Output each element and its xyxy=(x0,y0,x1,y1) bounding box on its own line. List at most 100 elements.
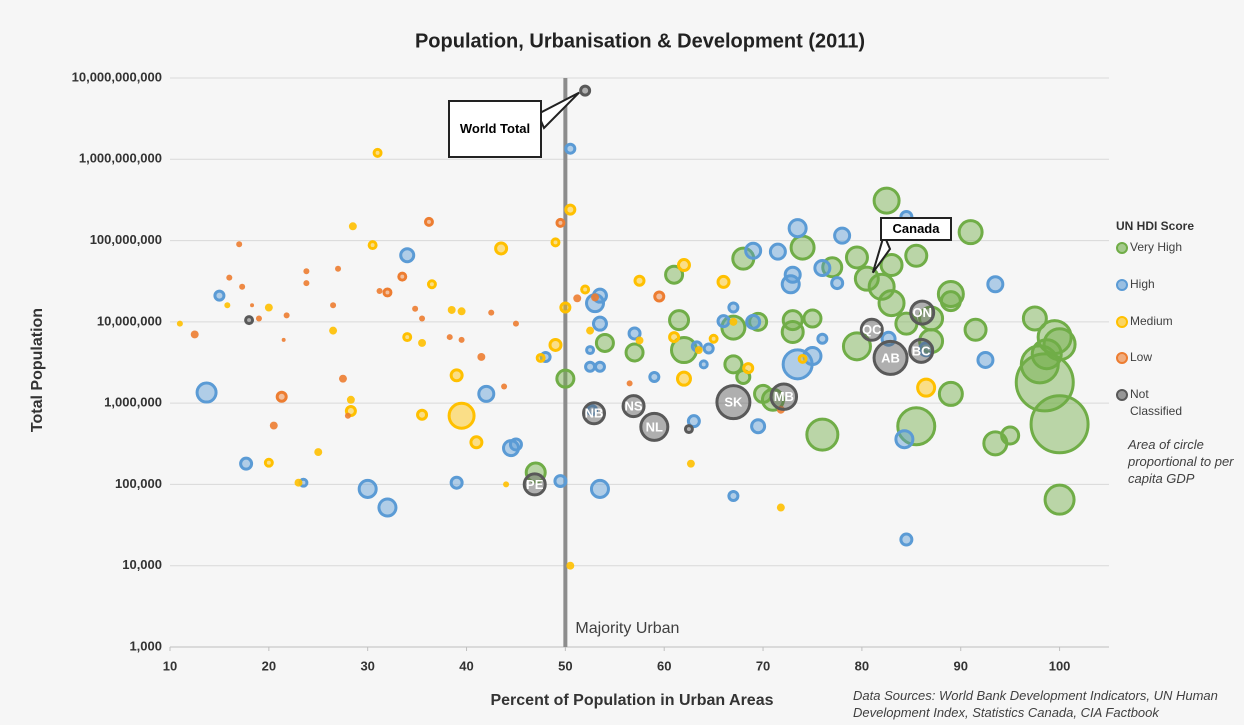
bubble xyxy=(264,303,273,312)
x-tick-label: 100 xyxy=(1049,658,1071,673)
legend-marker xyxy=(1116,242,1128,254)
bubble xyxy=(594,332,615,353)
legend-marker xyxy=(1116,389,1128,401)
bubble xyxy=(627,326,642,341)
bubble xyxy=(376,287,383,294)
bubble xyxy=(708,333,719,344)
bubble xyxy=(294,478,303,487)
bubble xyxy=(236,241,243,248)
bubble xyxy=(399,247,416,264)
x-tick-label: 50 xyxy=(558,658,572,673)
bubble xyxy=(976,350,995,369)
legend-marker xyxy=(1116,279,1128,291)
y-tick-label: 1,000,000 xyxy=(104,395,162,410)
bubble xyxy=(899,532,914,547)
bubble xyxy=(335,265,342,272)
bubble xyxy=(872,339,909,376)
bubble xyxy=(591,315,608,332)
bubble xyxy=(226,274,233,281)
x-tick-label: 60 xyxy=(657,658,671,673)
bubble xyxy=(904,243,929,268)
bubble xyxy=(508,437,523,452)
bubble xyxy=(744,241,763,260)
bubble xyxy=(635,336,644,345)
bubble xyxy=(787,218,808,239)
bubble xyxy=(416,408,429,421)
bubble xyxy=(283,312,290,319)
bubble xyxy=(314,448,323,457)
bubble xyxy=(339,374,347,383)
bubble xyxy=(1029,394,1090,455)
bubble xyxy=(580,284,591,295)
chart-title: Population, Urbanisation & Development (… xyxy=(415,30,865,52)
y-tick-label: 1,000,000,000 xyxy=(79,151,162,166)
bubble xyxy=(213,289,226,302)
bubble xyxy=(797,353,808,364)
bubble xyxy=(176,320,183,327)
x-tick-label: 90 xyxy=(954,658,968,673)
y-tick-label: 10,000,000,000 xyxy=(72,69,162,84)
bubble xyxy=(805,417,840,452)
bubble xyxy=(648,370,661,383)
bubble xyxy=(269,421,278,430)
bubble xyxy=(853,265,880,292)
bubble xyxy=(488,309,495,316)
bubble xyxy=(458,336,465,343)
bubble xyxy=(957,219,984,246)
bubble xyxy=(535,352,546,363)
bubble xyxy=(668,309,691,332)
bubble xyxy=(559,301,572,314)
point-label: SK xyxy=(724,395,743,410)
x-tick-label: 40 xyxy=(459,658,473,673)
x-tick-label: 20 xyxy=(262,658,276,673)
bubble xyxy=(872,186,901,215)
point-label: BC xyxy=(912,343,931,358)
bubble xyxy=(830,276,845,291)
bubble xyxy=(686,414,701,429)
bubble xyxy=(668,331,681,344)
bubble xyxy=(348,222,357,231)
bubble xyxy=(224,302,231,309)
bubble xyxy=(716,274,731,289)
point-label: NL xyxy=(646,419,663,434)
point-label: NB xyxy=(585,406,604,421)
bubble xyxy=(382,287,393,298)
bubble xyxy=(418,338,427,347)
bubble xyxy=(879,253,904,278)
bubble xyxy=(275,390,288,403)
bubble xyxy=(585,345,596,356)
bubble xyxy=(239,283,246,290)
bubble xyxy=(844,245,869,270)
bubble xyxy=(346,395,355,404)
bubble xyxy=(372,147,383,158)
bubble xyxy=(426,279,437,290)
bubble xyxy=(579,84,592,97)
legend-label: Very High xyxy=(1130,240,1183,254)
legend-label: Not Classified xyxy=(1130,387,1183,418)
bubble xyxy=(593,360,606,373)
bubble xyxy=(330,302,337,309)
bubble xyxy=(522,472,547,497)
bubble xyxy=(859,317,884,342)
legend-label: Medium xyxy=(1130,314,1173,328)
bubble xyxy=(449,475,464,490)
bubble xyxy=(694,346,703,355)
point-label: PE xyxy=(526,477,544,492)
bubble xyxy=(412,305,419,312)
bubble xyxy=(584,360,597,373)
bubble xyxy=(446,334,453,341)
bubble xyxy=(753,383,774,404)
bubble xyxy=(937,380,964,407)
bubble xyxy=(419,315,426,322)
x-axis-label: Percent of Population in Urban Areas xyxy=(490,692,773,709)
bubble xyxy=(742,362,755,375)
bubble xyxy=(698,359,709,370)
bubble xyxy=(1030,338,1063,371)
bubble xyxy=(477,384,496,403)
bubble xyxy=(789,234,816,261)
bubble xyxy=(867,272,896,301)
bubble xyxy=(702,342,715,355)
bubble xyxy=(573,294,582,303)
bubble xyxy=(894,429,915,450)
